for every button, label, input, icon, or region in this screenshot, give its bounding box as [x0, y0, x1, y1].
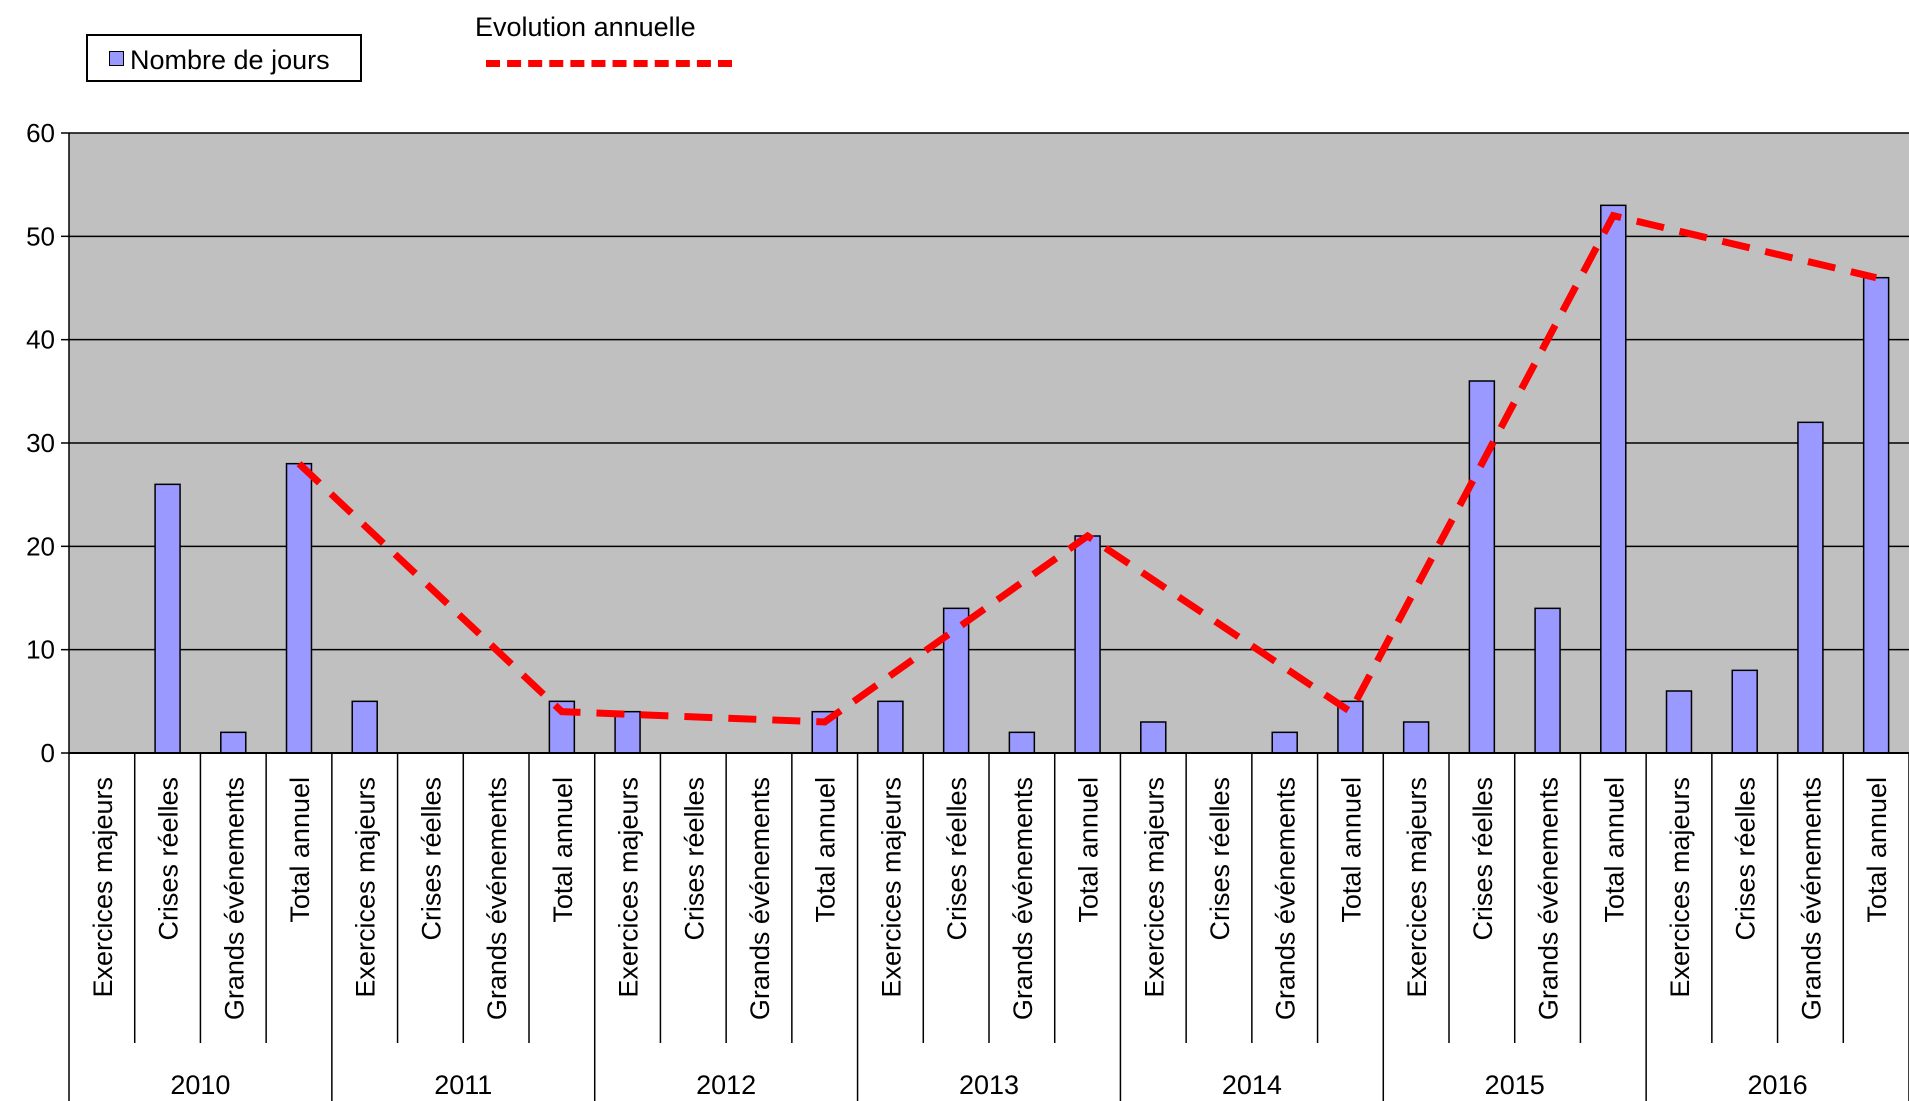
bar: [1468, 380, 1496, 754]
x-category-label: Total annuel: [1074, 777, 1104, 923]
x-category-label: Exercices majeurs: [88, 777, 118, 998]
x-category-label: Grands événements: [482, 777, 512, 1020]
y-tick-label: 60: [26, 118, 55, 148]
x-category-label: Crises réelles: [679, 777, 709, 941]
x-group-label: 2010: [170, 1070, 230, 1100]
x-category-label: Total annuel: [1862, 777, 1892, 923]
y-tick-label: 10: [26, 635, 55, 665]
legend-bar-label: Nombre de jours: [130, 45, 330, 75]
y-tick-label: 40: [26, 325, 55, 355]
x-category-label: Exercices majeurs: [351, 777, 381, 998]
bar: [154, 483, 181, 754]
bar: [285, 462, 313, 754]
x-category-label: Grands événements: [219, 777, 249, 1020]
bar: [1731, 669, 1758, 754]
bar: [1665, 690, 1693, 754]
x-category-label: Crises réelles: [1731, 777, 1761, 941]
bar: [1140, 721, 1167, 754]
x-category-label: Exercices majeurs: [1665, 777, 1695, 998]
bar: [1600, 204, 1627, 754]
x-category-label: Crises réelles: [1205, 777, 1235, 941]
x-group-label: 2014: [1222, 1070, 1282, 1100]
x-group-label: 2011: [434, 1070, 492, 1100]
y-tick-label: 0: [41, 738, 55, 768]
bar: [351, 700, 378, 754]
y-tick-label: 20: [26, 531, 55, 561]
line-evolution-annuelle: [296, 211, 1877, 726]
x-category-label: Total annuel: [1336, 777, 1366, 923]
x-category-label: Total annuel: [1599, 777, 1629, 923]
x-group-label: 2013: [959, 1070, 1019, 1100]
legend-line-sample: [486, 60, 732, 67]
bar: [1534, 607, 1561, 754]
bar: [1008, 731, 1036, 754]
x-category-label: Grands événements: [1271, 777, 1301, 1020]
legend-bar-swatch: [109, 51, 124, 66]
x-category-label: Crises réelles: [1468, 777, 1498, 941]
bar: [877, 700, 904, 754]
x-group-label: 2012: [696, 1070, 756, 1100]
legend-line-label: Evolution annuelle: [475, 12, 696, 42]
x-category-label: Exercices majeurs: [876, 777, 906, 998]
y-tick-label: 30: [26, 428, 55, 458]
x-category-label: Exercices majeurs: [614, 777, 644, 998]
x-category-label: Exercices majeurs: [1139, 777, 1169, 998]
x-group-label: 2016: [1748, 1070, 1808, 1100]
x-category-label: Exercices majeurs: [1402, 777, 1432, 998]
x-category-label: Grands événements: [1534, 777, 1564, 1020]
x-category-label: Crises réelles: [416, 777, 446, 941]
x-category-label: Grands événements: [1008, 777, 1038, 1020]
y-tick-label: 50: [26, 221, 55, 251]
x-category-label: Total annuel: [285, 777, 315, 923]
bar: [1402, 721, 1430, 754]
bar: [614, 710, 641, 754]
x-category-label: Total annuel: [548, 777, 578, 923]
x-category-label: Crises réelles: [942, 777, 972, 941]
x-group-label: 2015: [1485, 1070, 1545, 1100]
legend-bars: Nombre de jours: [86, 34, 362, 82]
bar: [1862, 276, 1890, 754]
bar: [1797, 421, 1824, 754]
x-category-label: Grands événements: [745, 777, 775, 1020]
bar: [942, 607, 970, 754]
bar: [1271, 731, 1298, 754]
x-category-label: Grands événements: [1796, 777, 1826, 1020]
x-category-label: Total annuel: [811, 777, 841, 923]
bar: [1074, 535, 1101, 754]
bar: [220, 731, 247, 754]
x-category-label: Crises réelles: [154, 777, 184, 941]
